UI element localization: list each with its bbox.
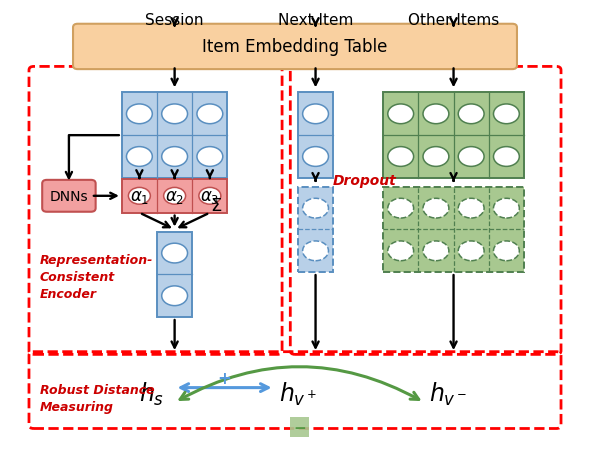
Circle shape (493, 105, 519, 124)
FancyBboxPatch shape (383, 188, 524, 272)
Circle shape (163, 188, 186, 205)
Text: Session: Session (145, 13, 204, 28)
Text: $\alpha_1$: $\alpha_1$ (130, 187, 149, 205)
Circle shape (388, 241, 414, 261)
Text: $\alpha_2$: $\alpha_2$ (165, 187, 184, 205)
Circle shape (162, 105, 188, 124)
Circle shape (423, 199, 449, 219)
Circle shape (423, 241, 449, 261)
Text: $\boldsymbol{h_s}$: $\boldsymbol{h_s}$ (139, 380, 164, 407)
FancyBboxPatch shape (122, 179, 228, 213)
Circle shape (303, 105, 329, 124)
Circle shape (303, 241, 329, 261)
FancyBboxPatch shape (122, 93, 228, 179)
Text: $\boldsymbol{h_{v^+}}$: $\boldsymbol{h_{v^+}}$ (279, 380, 317, 407)
Text: −: − (293, 420, 306, 435)
Circle shape (388, 147, 414, 167)
FancyBboxPatch shape (157, 232, 192, 318)
Circle shape (388, 199, 414, 219)
Circle shape (458, 241, 484, 261)
Circle shape (126, 105, 152, 124)
Circle shape (423, 147, 449, 167)
Circle shape (493, 147, 519, 167)
Circle shape (458, 147, 484, 167)
Text: $\boldsymbol{h_{v^-}}$: $\boldsymbol{h_{v^-}}$ (428, 380, 467, 407)
Text: DNNs: DNNs (50, 189, 88, 203)
Circle shape (493, 199, 519, 219)
Text: +: + (218, 369, 231, 387)
FancyBboxPatch shape (383, 93, 524, 179)
Text: Other Items: Other Items (408, 13, 499, 28)
Circle shape (458, 105, 484, 124)
Circle shape (303, 199, 329, 219)
Circle shape (493, 241, 519, 261)
FancyBboxPatch shape (73, 25, 517, 70)
Text: Representation-
Consistent
Encoder: Representation- Consistent Encoder (40, 253, 153, 300)
Circle shape (126, 147, 152, 167)
Circle shape (129, 188, 150, 205)
Circle shape (162, 286, 188, 306)
FancyBboxPatch shape (298, 188, 333, 272)
Circle shape (458, 199, 484, 219)
Circle shape (197, 105, 223, 124)
FancyBboxPatch shape (42, 180, 96, 212)
Circle shape (162, 147, 188, 167)
Text: Robust Distance
Measuring: Robust Distance Measuring (40, 383, 154, 413)
Circle shape (162, 244, 188, 263)
Circle shape (303, 147, 329, 167)
Circle shape (388, 105, 414, 124)
Text: Item Embedding Table: Item Embedding Table (202, 38, 388, 56)
Text: $\alpha_3$: $\alpha_3$ (200, 187, 219, 205)
Text: Dropout: Dropout (333, 174, 397, 188)
FancyBboxPatch shape (298, 93, 333, 179)
Text: $\Sigma$: $\Sigma$ (210, 196, 222, 214)
Circle shape (197, 147, 223, 167)
Text: Next Item: Next Item (278, 13, 353, 28)
Circle shape (423, 105, 449, 124)
Circle shape (199, 188, 221, 205)
